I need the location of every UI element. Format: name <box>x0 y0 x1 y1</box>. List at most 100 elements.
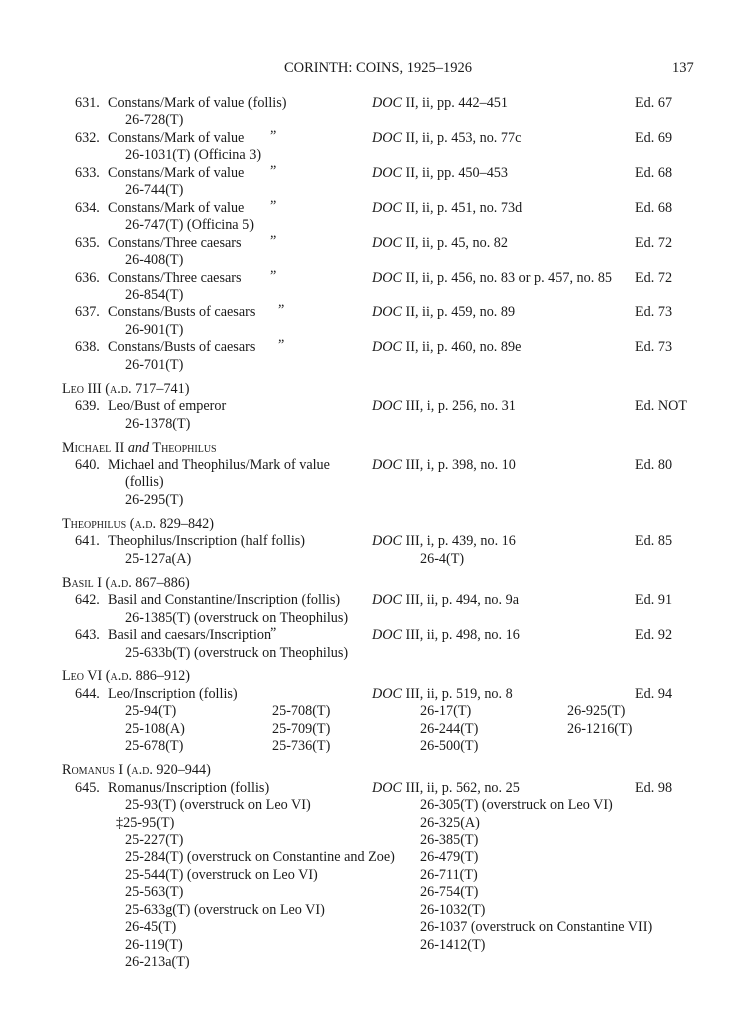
edition-number: Ed. 72 <box>635 269 673 286</box>
specimen-inventory-number: 26-901(T) <box>125 321 184 338</box>
specimen-inventory-number: 26-1032(T) <box>420 901 486 918</box>
specimen-inventory-number: 25-227(T) <box>125 832 184 848</box>
section-heading: Leo III (a.d. 717–741) <box>62 381 189 398</box>
entry-description: Leo/Inscription (follis) <box>108 685 238 702</box>
specimen-inventory-number: 26-325(A) <box>420 814 480 831</box>
specimen-inventory-number: 26-754(T) <box>420 884 479 901</box>
edition-number: Ed. 73 <box>635 304 673 321</box>
specimen-inventory-number: 25-127a(A) <box>125 550 192 567</box>
entry-description: (follis) <box>125 474 164 491</box>
specimen-inventory-number: 26-711(T) <box>420 866 478 883</box>
entry-reference: DOC II, ii, p. 456, no. 83 or p. 457, no… <box>372 270 612 287</box>
specimen-inventory-number: 26-747(T) (Officina 5) <box>125 217 254 234</box>
reference-series: DOC <box>372 592 402 609</box>
reference-series: DOC <box>372 95 402 111</box>
reference-series: DOC <box>372 627 402 644</box>
section-heading: Michael II and Theophilus <box>62 440 217 457</box>
reference-series: DOC <box>372 457 402 473</box>
entry-number: 642. <box>75 592 100 609</box>
ditto-mark: ” <box>270 625 277 642</box>
entry-reference: DOC III, ii, p. 498, no. 16 <box>372 627 520 644</box>
reference-detail: II, ii, p. 453, no. 77c <box>405 129 522 146</box>
entry-reference: DOC II, ii, p. 459, no. 89 <box>372 304 515 321</box>
edition-number: Ed. 85 <box>635 533 673 550</box>
specimen-inventory-number: 26-925(T) <box>567 703 626 720</box>
section-heading: Romanus I (a.d. 920–944) <box>62 762 211 779</box>
reference-series: DOC <box>372 685 402 702</box>
specimen-inventory-number: 25-544(T) (overstruck on Leo VI) <box>125 866 318 883</box>
heading-part: Leo III <box>62 380 102 397</box>
reference-series: DOC <box>372 234 402 251</box>
edition-number: Ed. 68 <box>635 164 673 181</box>
specimen-inventory-number: 26-119(T) <box>125 936 183 953</box>
reference-series: DOC <box>372 164 402 181</box>
edition-number: Ed. 92 <box>635 627 673 644</box>
entry-description: Leo/Bust of emperor <box>108 398 227 415</box>
specimen-inventory-number: 25-709(T) <box>272 720 331 737</box>
specimen-inventory-number: 25-284(T) (overstruck on Constantine and… <box>125 849 395 866</box>
section-heading: Basil I (a.d. 867–886) <box>62 575 190 592</box>
entry-reference: DOC II, ii, p. 453, no. 77c <box>372 130 521 147</box>
entry-number: 636. <box>75 269 100 286</box>
heading-part: Theophilus <box>149 439 217 456</box>
reference-detail: II, ii, p. 459, no. 89 <box>405 304 516 321</box>
reference-detail: III, ii, p. 519, no. 8 <box>405 685 513 702</box>
entry-number: 640. <box>75 457 100 473</box>
entry-description: Romanus/Inscription (follis) <box>108 779 270 796</box>
specimen-inventory-number: 26-1037 (overstruck on Constantine VII) <box>420 919 653 936</box>
heading-part: Leo VI (a.d. 886–912) <box>62 668 190 685</box>
specimen-inventory-number: 26-701(T) <box>125 356 184 373</box>
reference-detail: II, ii, p. 45, no. 82 <box>405 234 508 251</box>
specimen-inventory-number: 26-385(T) <box>420 832 479 848</box>
entry-description: Constans/Mark of value <box>108 199 245 216</box>
specimen-inventory-number: 26-1378(T) <box>125 415 191 432</box>
specimen-inventory-number: ‡25-95(T) <box>116 814 175 831</box>
edition-number: Ed. 72 <box>635 234 673 251</box>
running-header-title: CORINTH: COINS, 1925–1926 <box>283 60 473 76</box>
reference-detail: III, i, p. 398, no. 10 <box>405 457 516 473</box>
specimen-inventory-number: 26-244(T) <box>420 720 479 737</box>
ditto-mark: ” <box>278 302 285 319</box>
entry-description: Basil and Constantine/Inscription (folli… <box>108 592 341 609</box>
reference-detail: III, i, p. 256, no. 31 <box>405 398 516 415</box>
specimen-inventory-number: 26-744(T) <box>125 182 184 199</box>
edition-number: Ed. 91 <box>635 592 673 609</box>
specimen-inventory-number: 26-728(T) <box>125 112 184 129</box>
heading-part: Basil I (a.d. 867–886) <box>62 574 190 591</box>
reference-series: DOC <box>372 199 402 216</box>
reference-detail: III, ii, p. 498, no. 16 <box>405 627 520 644</box>
specimen-inventory-number: 26-408(T) <box>125 252 184 269</box>
entry-number: 643. <box>75 627 100 644</box>
edition-number: Ed. 94 <box>635 685 673 702</box>
reference-series: DOC <box>372 533 402 550</box>
entry-reference: DOC III, i, p. 256, no. 31 <box>372 398 516 415</box>
entry-reference: DOC III, ii, p. 519, no. 8 <box>372 686 513 703</box>
specimen-inventory-number: 26-1385(T) (overstruck on Theophilus) <box>125 609 349 626</box>
entry-description: Michael and Theophilus/Mark of value <box>108 457 330 473</box>
specimen-inventory-number: 25-708(T) <box>272 703 331 720</box>
specimen-inventory-number: 26-500(T) <box>420 738 479 755</box>
entry-number: 631. <box>75 95 100 111</box>
ditto-mark: ” <box>278 337 285 354</box>
heading-part: Theophilus (a.d. 829–842) <box>62 515 214 532</box>
entry-reference: DOC III, i, p. 439, no. 16 <box>372 533 516 550</box>
reference-detail: II, ii, pp. 442–451 <box>405 95 508 111</box>
entry-number: 639. <box>75 398 100 415</box>
entry-description: Theophilus/Inscription (half follis) <box>108 533 306 550</box>
reference-series: DOC <box>372 779 402 796</box>
specimen-inventory-number: 26-295(T) <box>125 491 184 508</box>
section-heading: Leo VI (a.d. 886–912) <box>62 668 190 685</box>
heading-part: (a.d. 717–741) <box>101 380 190 397</box>
specimen-inventory-number: 26-479(T) <box>420 849 479 866</box>
ditto-mark: ” <box>270 267 277 284</box>
entry-reference: DOC II, ii, p. 460, no. 89e <box>372 339 521 356</box>
reference-series: DOC <box>372 304 402 321</box>
page-number: 137 <box>672 60 694 76</box>
specimen-inventory-number: 26-4(T) <box>420 550 465 567</box>
reference-detail: III, i, p. 439, no. 16 <box>405 533 516 550</box>
reference-series: DOC <box>372 339 402 356</box>
ditto-mark: ” <box>270 127 277 144</box>
entry-description: Constans/Busts of caesars <box>108 304 256 321</box>
entry-description: Constans/Busts of caesars <box>108 339 256 356</box>
reference-detail: II, ii, p. 456, no. 83 or p. 457, no. 85 <box>405 269 613 286</box>
